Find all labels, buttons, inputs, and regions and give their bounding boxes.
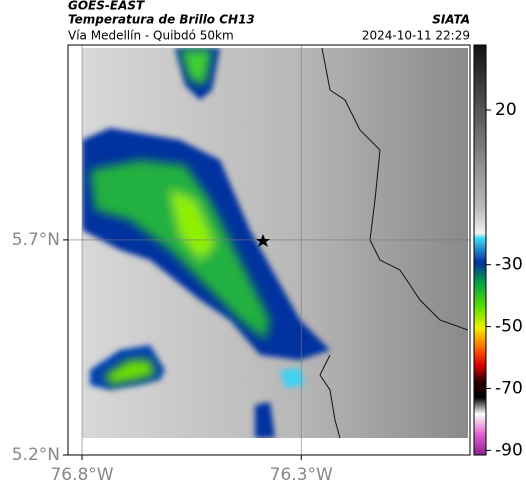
colorbar-tick-label: -30	[495, 255, 523, 275]
x-tick-label: 76.8°W	[50, 465, 113, 485]
location-marker	[256, 234, 270, 247]
location-label: Vía Medellín - Quibdó 50km	[68, 29, 234, 43]
colorbar-tick-label: 20	[495, 100, 517, 120]
y-tick-label: 5.7°N	[12, 230, 60, 250]
satellite-image	[82, 48, 468, 438]
timestamp-label: 2024-10-11 22:29	[362, 29, 470, 43]
colorbar-tick-label: -70	[495, 378, 523, 398]
source-label: SIATA	[432, 13, 470, 27]
y-tick-label: 5.2°N	[12, 445, 60, 465]
colorbar-tick-label: -90	[495, 440, 523, 460]
map-frame	[67, 44, 471, 456]
colorbar	[473, 44, 487, 456]
colorbar-tick-label: -50	[495, 317, 523, 337]
map-title: Temperatura de Brillo CH13	[68, 13, 255, 27]
x-tick-label: 76.3°W	[270, 465, 333, 485]
product-label: GOES-EAST	[68, 0, 145, 13]
